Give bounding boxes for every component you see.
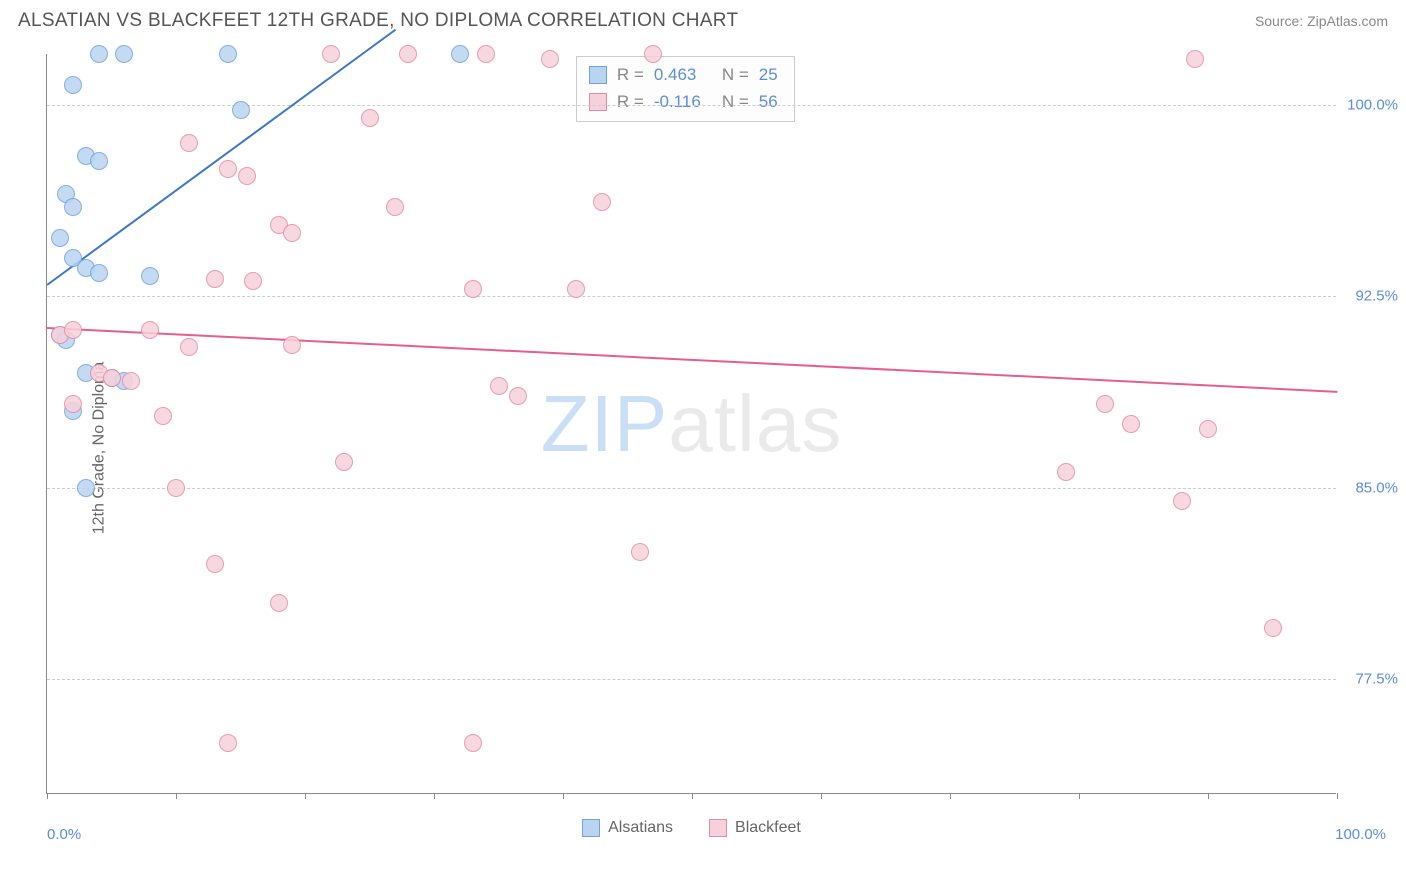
y-tick-label: 100.0%	[1342, 97, 1398, 114]
blackfeet-point	[270, 594, 288, 612]
alsatians-swatch	[589, 66, 607, 84]
blackfeet-point	[180, 338, 198, 356]
y-tick-label: 77.5%	[1342, 671, 1398, 688]
blackfeet-point	[238, 167, 256, 185]
x-tick	[1079, 793, 1080, 799]
blackfeet-trendline	[47, 327, 1337, 393]
y-tick-label: 85.0%	[1342, 479, 1398, 496]
blackfeet-point	[335, 453, 353, 471]
blackfeet-point	[509, 387, 527, 405]
alsatians-point	[64, 76, 82, 94]
legend-item-blackfeet: Blackfeet	[709, 819, 801, 837]
blackfeet-point	[1122, 415, 1140, 433]
alsatians-point	[90, 264, 108, 282]
stats-row-alsatians: R = 0.463N = 25	[589, 61, 778, 88]
x-tick	[47, 793, 48, 799]
source-link[interactable]: ZipAtlas.com	[1307, 13, 1388, 29]
blackfeet-point	[206, 270, 224, 288]
alsatians-point	[141, 267, 159, 285]
x-tick	[305, 793, 306, 799]
blackfeet-point	[283, 224, 301, 242]
blackfeet-point	[244, 272, 262, 290]
watermark: ZIPatlas	[541, 378, 842, 470]
blackfeet-swatch	[589, 93, 607, 111]
blackfeet-point	[283, 336, 301, 354]
plot-area: ZIPatlas R = 0.463N = 25R = -0.116N = 56…	[46, 54, 1336, 794]
blackfeet-point	[361, 109, 379, 127]
stats-row-blackfeet: R = -0.116N = 56	[589, 88, 778, 115]
alsatians-point	[232, 101, 250, 119]
gridline-h	[47, 296, 1336, 297]
alsatians-legend-swatch	[582, 819, 600, 837]
blackfeet-point	[1057, 463, 1075, 481]
x-tick	[692, 793, 693, 799]
source-attribution: Source: ZipAtlas.com	[1255, 13, 1388, 29]
blackfeet-point	[477, 45, 495, 63]
blackfeet-point	[219, 734, 237, 752]
blackfeet-point	[399, 45, 417, 63]
x-tick	[434, 793, 435, 799]
blackfeet-point	[141, 321, 159, 339]
alsatians-point	[90, 45, 108, 63]
x-tick	[1337, 793, 1338, 799]
alsatians-point	[219, 45, 237, 63]
blackfeet-point	[386, 198, 404, 216]
blackfeet-point	[541, 50, 559, 68]
chart-area: 12th Grade, No Diploma ZIPatlas R = 0.46…	[18, 48, 1388, 848]
gridline-h	[47, 488, 1336, 489]
alsatians-point	[77, 479, 95, 497]
blackfeet-point	[180, 134, 198, 152]
blackfeet-point	[1264, 619, 1282, 637]
bottom-legend: Alsatians Blackfeet	[47, 819, 1336, 837]
blackfeet-point	[122, 372, 140, 390]
blackfeet-point	[219, 160, 237, 178]
x-tick	[821, 793, 822, 799]
y-tick-label: 92.5%	[1342, 288, 1398, 305]
alsatians-point	[90, 152, 108, 170]
blackfeet-point	[206, 555, 224, 573]
blackfeet-point	[322, 45, 340, 63]
alsatians-point	[51, 229, 69, 247]
x-tick	[950, 793, 951, 799]
blackfeet-point	[154, 407, 172, 425]
alsatians-point	[451, 45, 469, 63]
alsatians-point	[115, 45, 133, 63]
blackfeet-point	[1186, 50, 1204, 68]
blackfeet-point	[1199, 420, 1217, 438]
x-tick	[176, 793, 177, 799]
x-min-label: 0.0%	[47, 826, 81, 843]
blackfeet-point	[1173, 492, 1191, 510]
blackfeet-point	[1096, 395, 1114, 413]
x-tick	[1208, 793, 1209, 799]
blackfeet-point	[464, 280, 482, 298]
blackfeet-point	[593, 193, 611, 211]
blackfeet-point	[644, 45, 662, 63]
chart-title: ALSATIAN VS BLACKFEET 12TH GRADE, NO DIP…	[18, 10, 738, 32]
correlation-stats-box: R = 0.463N = 25R = -0.116N = 56	[576, 56, 795, 122]
blackfeet-point	[64, 395, 82, 413]
alsatians-point	[64, 198, 82, 216]
x-max-label: 100.0%	[1335, 826, 1386, 843]
x-tick	[563, 793, 564, 799]
legend-item-alsatians: Alsatians	[582, 819, 673, 837]
blackfeet-point	[64, 321, 82, 339]
blackfeet-point	[631, 543, 649, 561]
blackfeet-point	[103, 369, 121, 387]
gridline-h	[47, 679, 1336, 680]
blackfeet-legend-swatch	[709, 819, 727, 837]
blackfeet-point	[490, 377, 508, 395]
blackfeet-point	[464, 734, 482, 752]
blackfeet-point	[167, 479, 185, 497]
blackfeet-point	[567, 280, 585, 298]
